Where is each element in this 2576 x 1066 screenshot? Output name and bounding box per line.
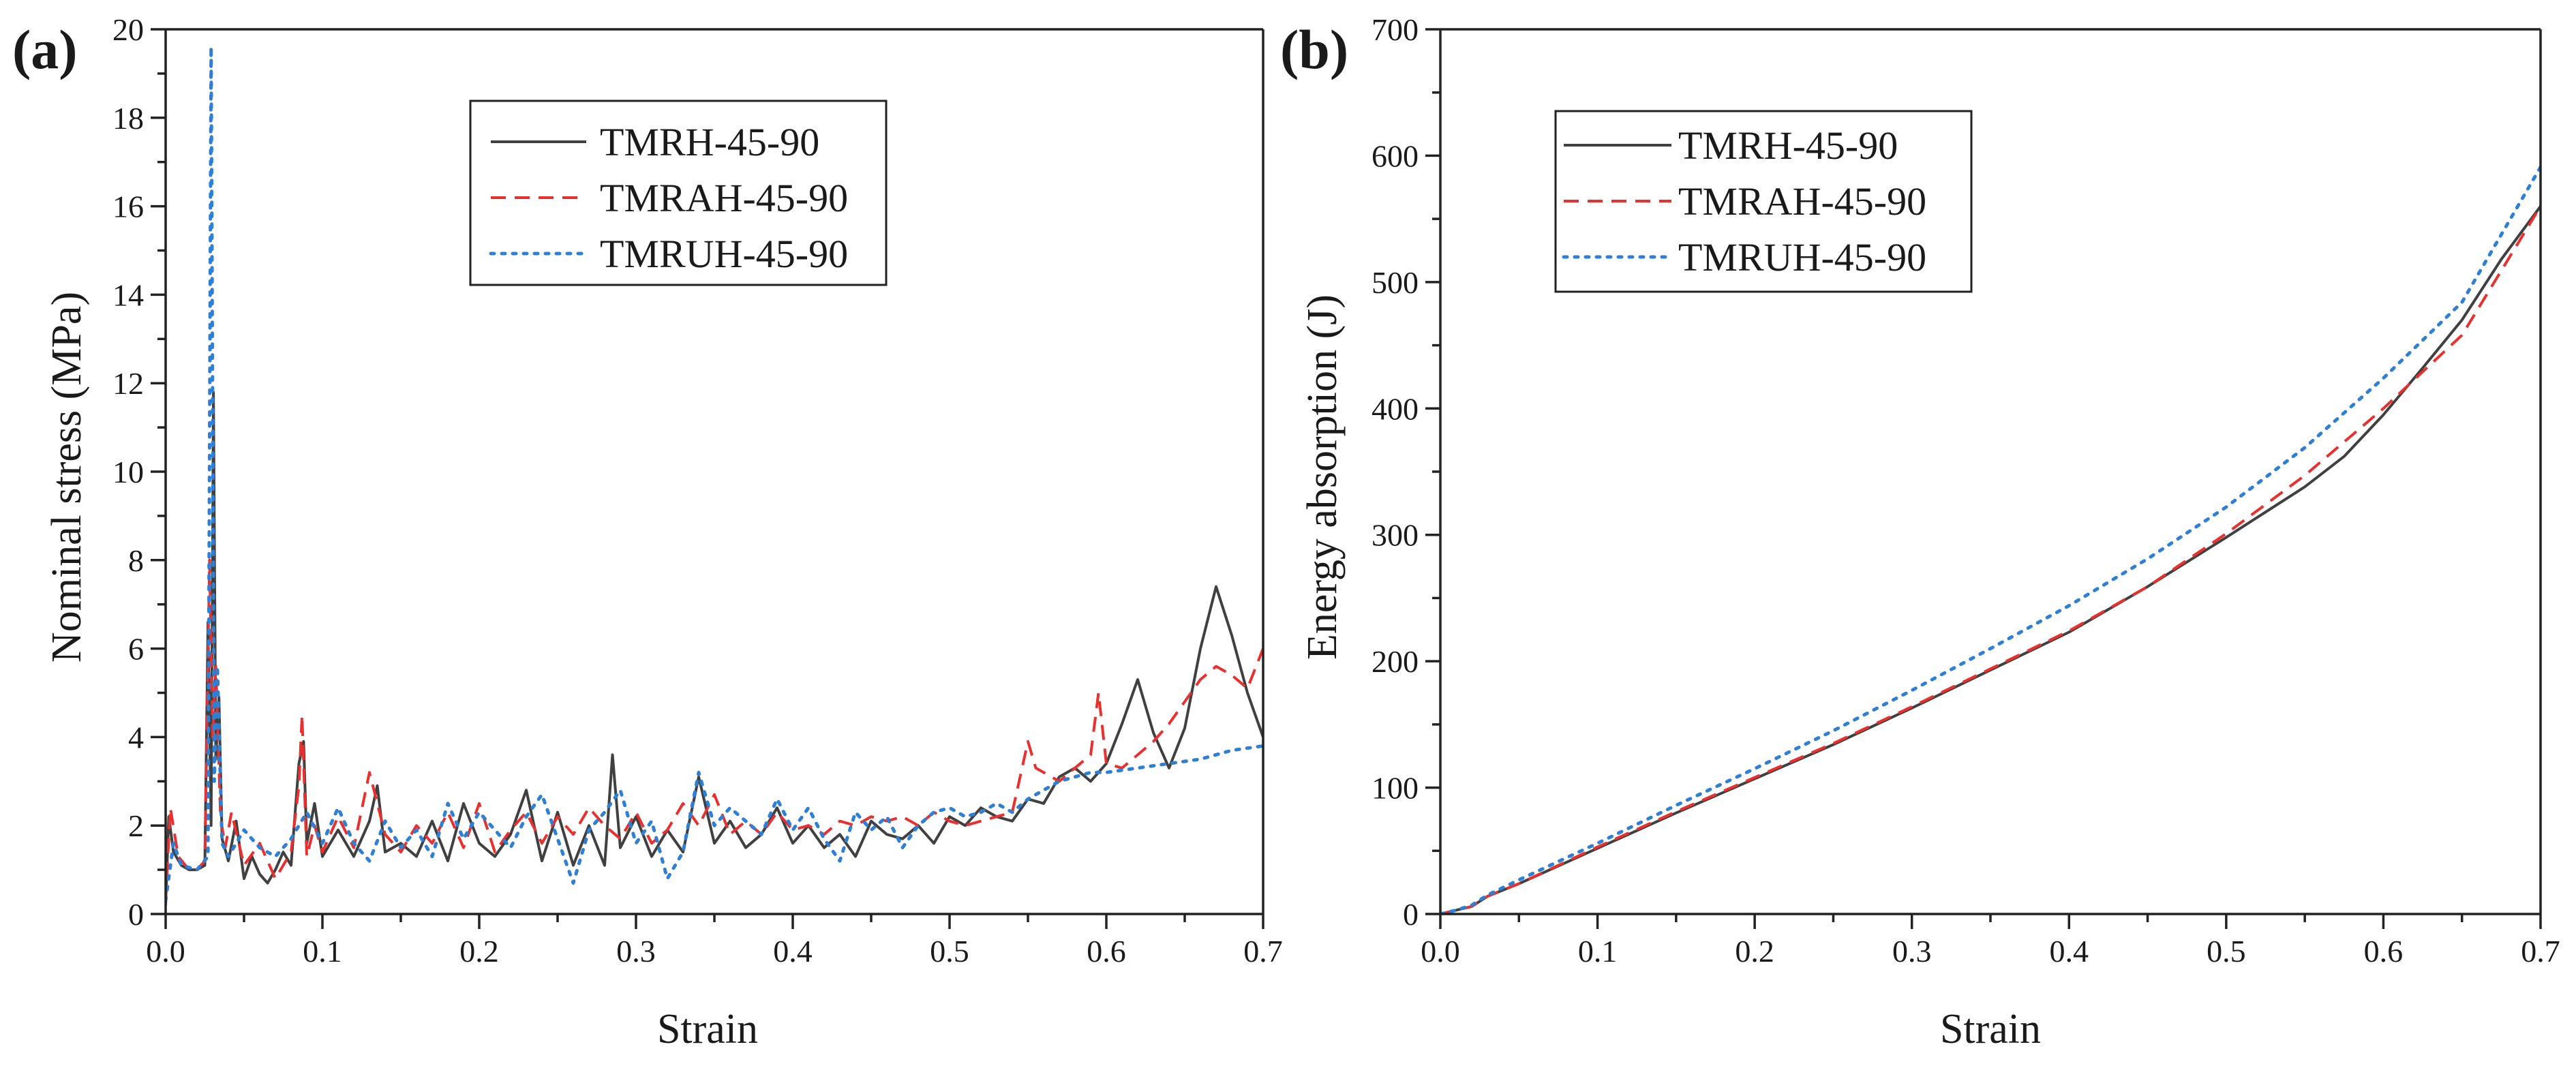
x-tick-label: 0.0 bbox=[146, 934, 185, 969]
x-tick-label: 0.1 bbox=[1578, 934, 1618, 969]
legend-label: TMRUH-45-90 bbox=[600, 232, 848, 276]
y-tick-label: 500 bbox=[1372, 265, 1419, 300]
x-axis-title: Strain bbox=[657, 1006, 758, 1052]
y-tick-label: 700 bbox=[1372, 12, 1419, 47]
y-tick-label: 4 bbox=[128, 720, 144, 755]
y-tick-label: 2 bbox=[128, 808, 144, 843]
series-line-tmruh-45-90 bbox=[166, 45, 1263, 902]
panel-label: (b) bbox=[1280, 18, 1348, 80]
panel-a: 0.0 0.1 0.2 0.3 0.4 0.5 0.6 0.7 0 2 4 6 8 10 12 14 16 18 2… bbox=[12, 12, 1283, 1052]
legend-label: TMRAH-45-90 bbox=[600, 176, 848, 220]
x-tick-label: 0.3 bbox=[1892, 934, 1932, 969]
x-tick-label: 0.4 bbox=[2050, 934, 2089, 969]
series-line-tmrh-45-90 bbox=[166, 391, 1263, 906]
x-tick-label: 0.3 bbox=[616, 934, 656, 969]
legend-label: TMRH-45-90 bbox=[600, 120, 819, 164]
x-axis-title: Strain bbox=[1940, 1006, 2041, 1052]
y-tick-label: 100 bbox=[1372, 771, 1419, 806]
panel-b: 0.0 0.1 0.2 0.3 0.4 0.5 0.6 0.7 0 100 200 300 400 500… bbox=[1280, 12, 2560, 1052]
x-tick-label: 0.6 bbox=[1087, 934, 1126, 969]
y-axis-title: Nominal stress (MPa) bbox=[44, 292, 90, 663]
y-axis-title: Energy absorption (J) bbox=[1299, 294, 1346, 660]
legend-label: TMRAH-45-90 bbox=[1678, 179, 1926, 224]
y-tick-label: 6 bbox=[128, 632, 144, 667]
x-tick-label: 0.5 bbox=[930, 934, 969, 969]
series-line-tmrah-45-90 bbox=[166, 558, 1263, 901]
legend: TMRH-45-90 TMRAH-45-90 TMRUH-45-90 bbox=[469, 100, 888, 286]
x-tick-label: 0.0 bbox=[1421, 934, 1460, 969]
x-tick-label: 0.2 bbox=[459, 934, 499, 969]
legend-box bbox=[469, 100, 888, 286]
series-line-tmrh-45-90 bbox=[1440, 205, 2541, 914]
x-tick-label: 0.1 bbox=[303, 934, 342, 969]
y-tick-label: 400 bbox=[1372, 391, 1419, 426]
x-tick-label: 0.7 bbox=[2521, 934, 2560, 969]
series-line-tmrah-45-90 bbox=[1440, 205, 2541, 914]
y-tick-label: 20 bbox=[112, 12, 144, 47]
legend-label: TMRH-45-90 bbox=[1678, 123, 1898, 168]
x-tick-label: 0.6 bbox=[2364, 934, 2404, 969]
series-line-tmruh-45-90 bbox=[1440, 165, 2541, 914]
y-tick-label: 300 bbox=[1372, 518, 1419, 553]
y-tick-label: 200 bbox=[1372, 644, 1419, 679]
x-tick-label: 0.2 bbox=[1735, 934, 1774, 969]
y-tick-label: 0 bbox=[1403, 897, 1419, 932]
y-tick-label: 16 bbox=[112, 189, 144, 224]
y-tick-label: 12 bbox=[112, 366, 144, 401]
legend-label: TMRUH-45-90 bbox=[1678, 235, 1926, 279]
y-tick-label: 14 bbox=[112, 277, 144, 312]
x-tick-label: 0.7 bbox=[1243, 934, 1283, 969]
x-tick-label: 0.4 bbox=[773, 934, 813, 969]
panel-label: (a) bbox=[12, 18, 78, 80]
y-tick-label: 600 bbox=[1372, 138, 1419, 173]
x-tick-label: 0.5 bbox=[2207, 934, 2246, 969]
y-tick-label: 0 bbox=[128, 897, 144, 932]
y-tick-label: 8 bbox=[128, 543, 144, 578]
legend: TMRH-45-90 TMRAH-45-90 TMRUH-45-90 bbox=[1554, 110, 1973, 293]
y-tick-label: 10 bbox=[112, 455, 144, 489]
y-tick-label: 18 bbox=[112, 101, 144, 136]
